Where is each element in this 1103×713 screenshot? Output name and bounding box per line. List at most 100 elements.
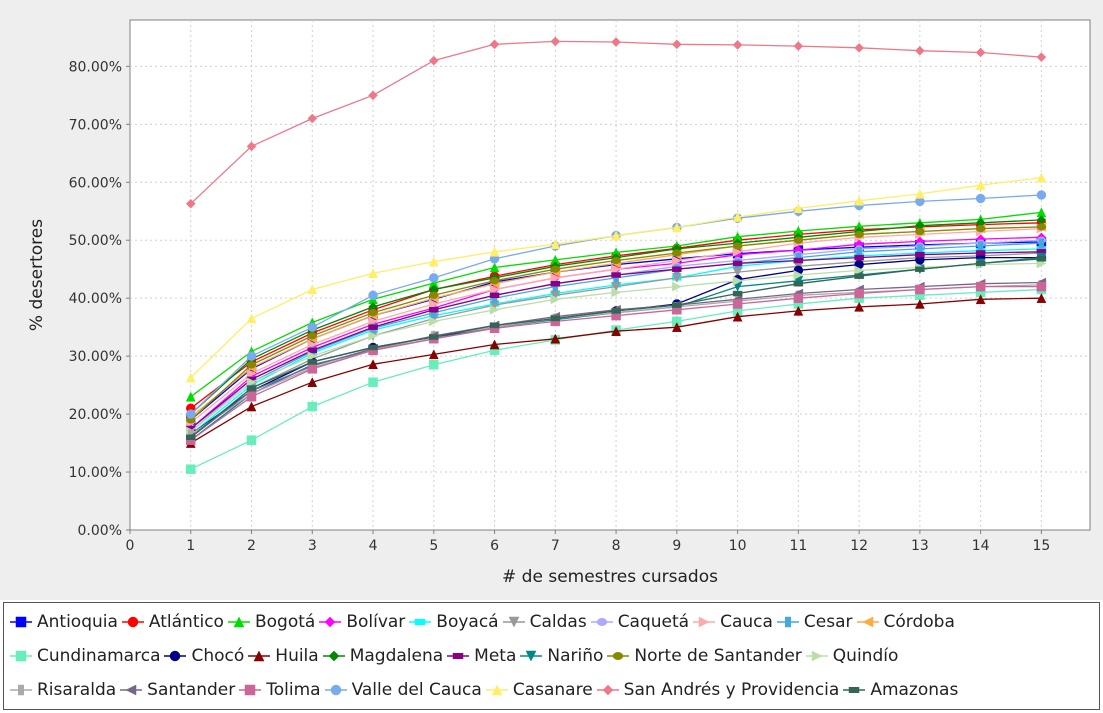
data-point — [975, 250, 986, 256]
legend-label: Norte de Santander — [634, 646, 802, 666]
data-point — [428, 256, 439, 267]
legend-label: Bolívar — [346, 612, 406, 632]
data-point — [611, 326, 621, 336]
legend-item: Valle del Cauca — [324, 680, 482, 700]
data-point — [185, 372, 196, 383]
data-point — [611, 287, 622, 298]
series-casanare — [185, 172, 1047, 383]
legend-swatch-icon — [805, 650, 828, 662]
data-point — [489, 292, 500, 299]
y-tick-label: 20.00% — [69, 407, 122, 423]
legend-item: Huila — [248, 646, 319, 666]
x-tick-label: 14 — [972, 538, 990, 554]
legend-swatch-marker — [330, 684, 341, 696]
legend-label: San Andrés y Providencia — [623, 680, 840, 700]
data-point — [246, 351, 257, 361]
data-point — [489, 277, 500, 285]
data-point — [1036, 256, 1047, 262]
legend-swatch-icon — [227, 616, 250, 628]
data-point — [428, 55, 439, 66]
legend-swatch-icon — [121, 616, 144, 628]
data-point — [977, 241, 984, 251]
data-point — [793, 236, 804, 244]
data-point — [1036, 223, 1047, 231]
legend-swatch-marker — [613, 652, 624, 660]
data-point — [854, 301, 865, 312]
data-point — [1036, 52, 1047, 62]
legend-item: Norte de Santander — [607, 646, 802, 666]
y-tick-label: 80.00% — [69, 59, 122, 75]
legend-label: Antioquia — [37, 612, 118, 632]
data-point — [368, 324, 378, 330]
data-point — [611, 230, 621, 241]
legend-label: Casanare — [512, 680, 593, 700]
data-point — [672, 266, 682, 272]
legend-swatch-icon — [319, 616, 342, 628]
legend-item: Cesar — [776, 612, 853, 632]
data-point — [489, 322, 500, 329]
legend-item: Santander — [120, 680, 235, 700]
legend-swatch-marker — [452, 653, 464, 659]
legend-item: Atlántico — [121, 612, 224, 632]
legend-label: Meta — [474, 646, 517, 666]
data-point — [307, 284, 318, 295]
data-point — [915, 284, 925, 295]
data-point — [307, 347, 318, 354]
data-point — [975, 225, 986, 233]
x-axis-title: # de semestres cursados — [502, 567, 718, 587]
legend-swatch-icon — [120, 684, 143, 696]
data-point — [246, 368, 257, 379]
data-point — [368, 309, 378, 317]
legend-item: Cundinamarca — [10, 646, 160, 666]
legend-label: Magdalena — [349, 646, 444, 666]
legend-swatch-marker — [811, 650, 823, 662]
legend-item: Chocó — [164, 646, 244, 666]
legend-swatch-marker — [170, 650, 181, 662]
data-point — [368, 377, 378, 387]
data-point — [307, 377, 318, 387]
series-layer — [185, 36, 1047, 474]
legend-swatch-marker — [125, 684, 137, 696]
data-point — [550, 239, 561, 250]
x-tick-label: 6 — [490, 538, 499, 554]
data-point — [1036, 281, 1047, 292]
legend-swatch-marker — [525, 650, 537, 662]
x-tick-label: 12 — [850, 538, 868, 554]
legend-label: Caquetá — [617, 612, 690, 632]
legend-swatch-marker — [415, 619, 426, 625]
legend-label: Risaralda — [37, 680, 117, 700]
data-point — [550, 36, 561, 47]
x-tick-label: 9 — [672, 538, 681, 554]
legend-item: Meta — [447, 646, 516, 666]
legend-swatch-marker — [15, 616, 27, 628]
data-point — [975, 47, 986, 58]
legend: Antioquia Atlántico Bogotá Bolívar Boyacá Cal… — [3, 602, 1100, 710]
data-point — [550, 333, 561, 344]
plot-background — [129, 19, 1091, 531]
data-point — [550, 294, 561, 305]
legend-swatch-icon — [502, 616, 525, 628]
legend-swatch-marker — [508, 616, 520, 628]
data-point — [793, 293, 804, 303]
data-point — [732, 260, 743, 267]
data-point — [428, 349, 439, 360]
data-point — [307, 322, 318, 332]
legend-swatch-marker — [861, 616, 873, 628]
data-point — [550, 265, 561, 273]
legend-item: Caquetá — [590, 612, 690, 632]
legend-swatch-icon — [447, 653, 470, 659]
data-point — [368, 344, 378, 351]
data-point — [429, 299, 439, 309]
data-point — [611, 308, 621, 314]
legend-row: Antioquia Atlántico Bogotá Bolívar Boyacá Cal… — [10, 605, 1093, 639]
legend-label: Bogotá — [254, 612, 316, 632]
data-point — [671, 222, 682, 233]
data-point — [429, 307, 439, 313]
legend-swatch-icon — [520, 650, 543, 662]
data-point — [489, 246, 500, 257]
legend-label: Quindío — [832, 646, 899, 666]
series-huila — [185, 293, 1047, 448]
x-tick-label: 3 — [308, 538, 317, 554]
legend-swatch-marker — [849, 687, 860, 693]
legend-label: Cundinamarca — [37, 646, 161, 666]
